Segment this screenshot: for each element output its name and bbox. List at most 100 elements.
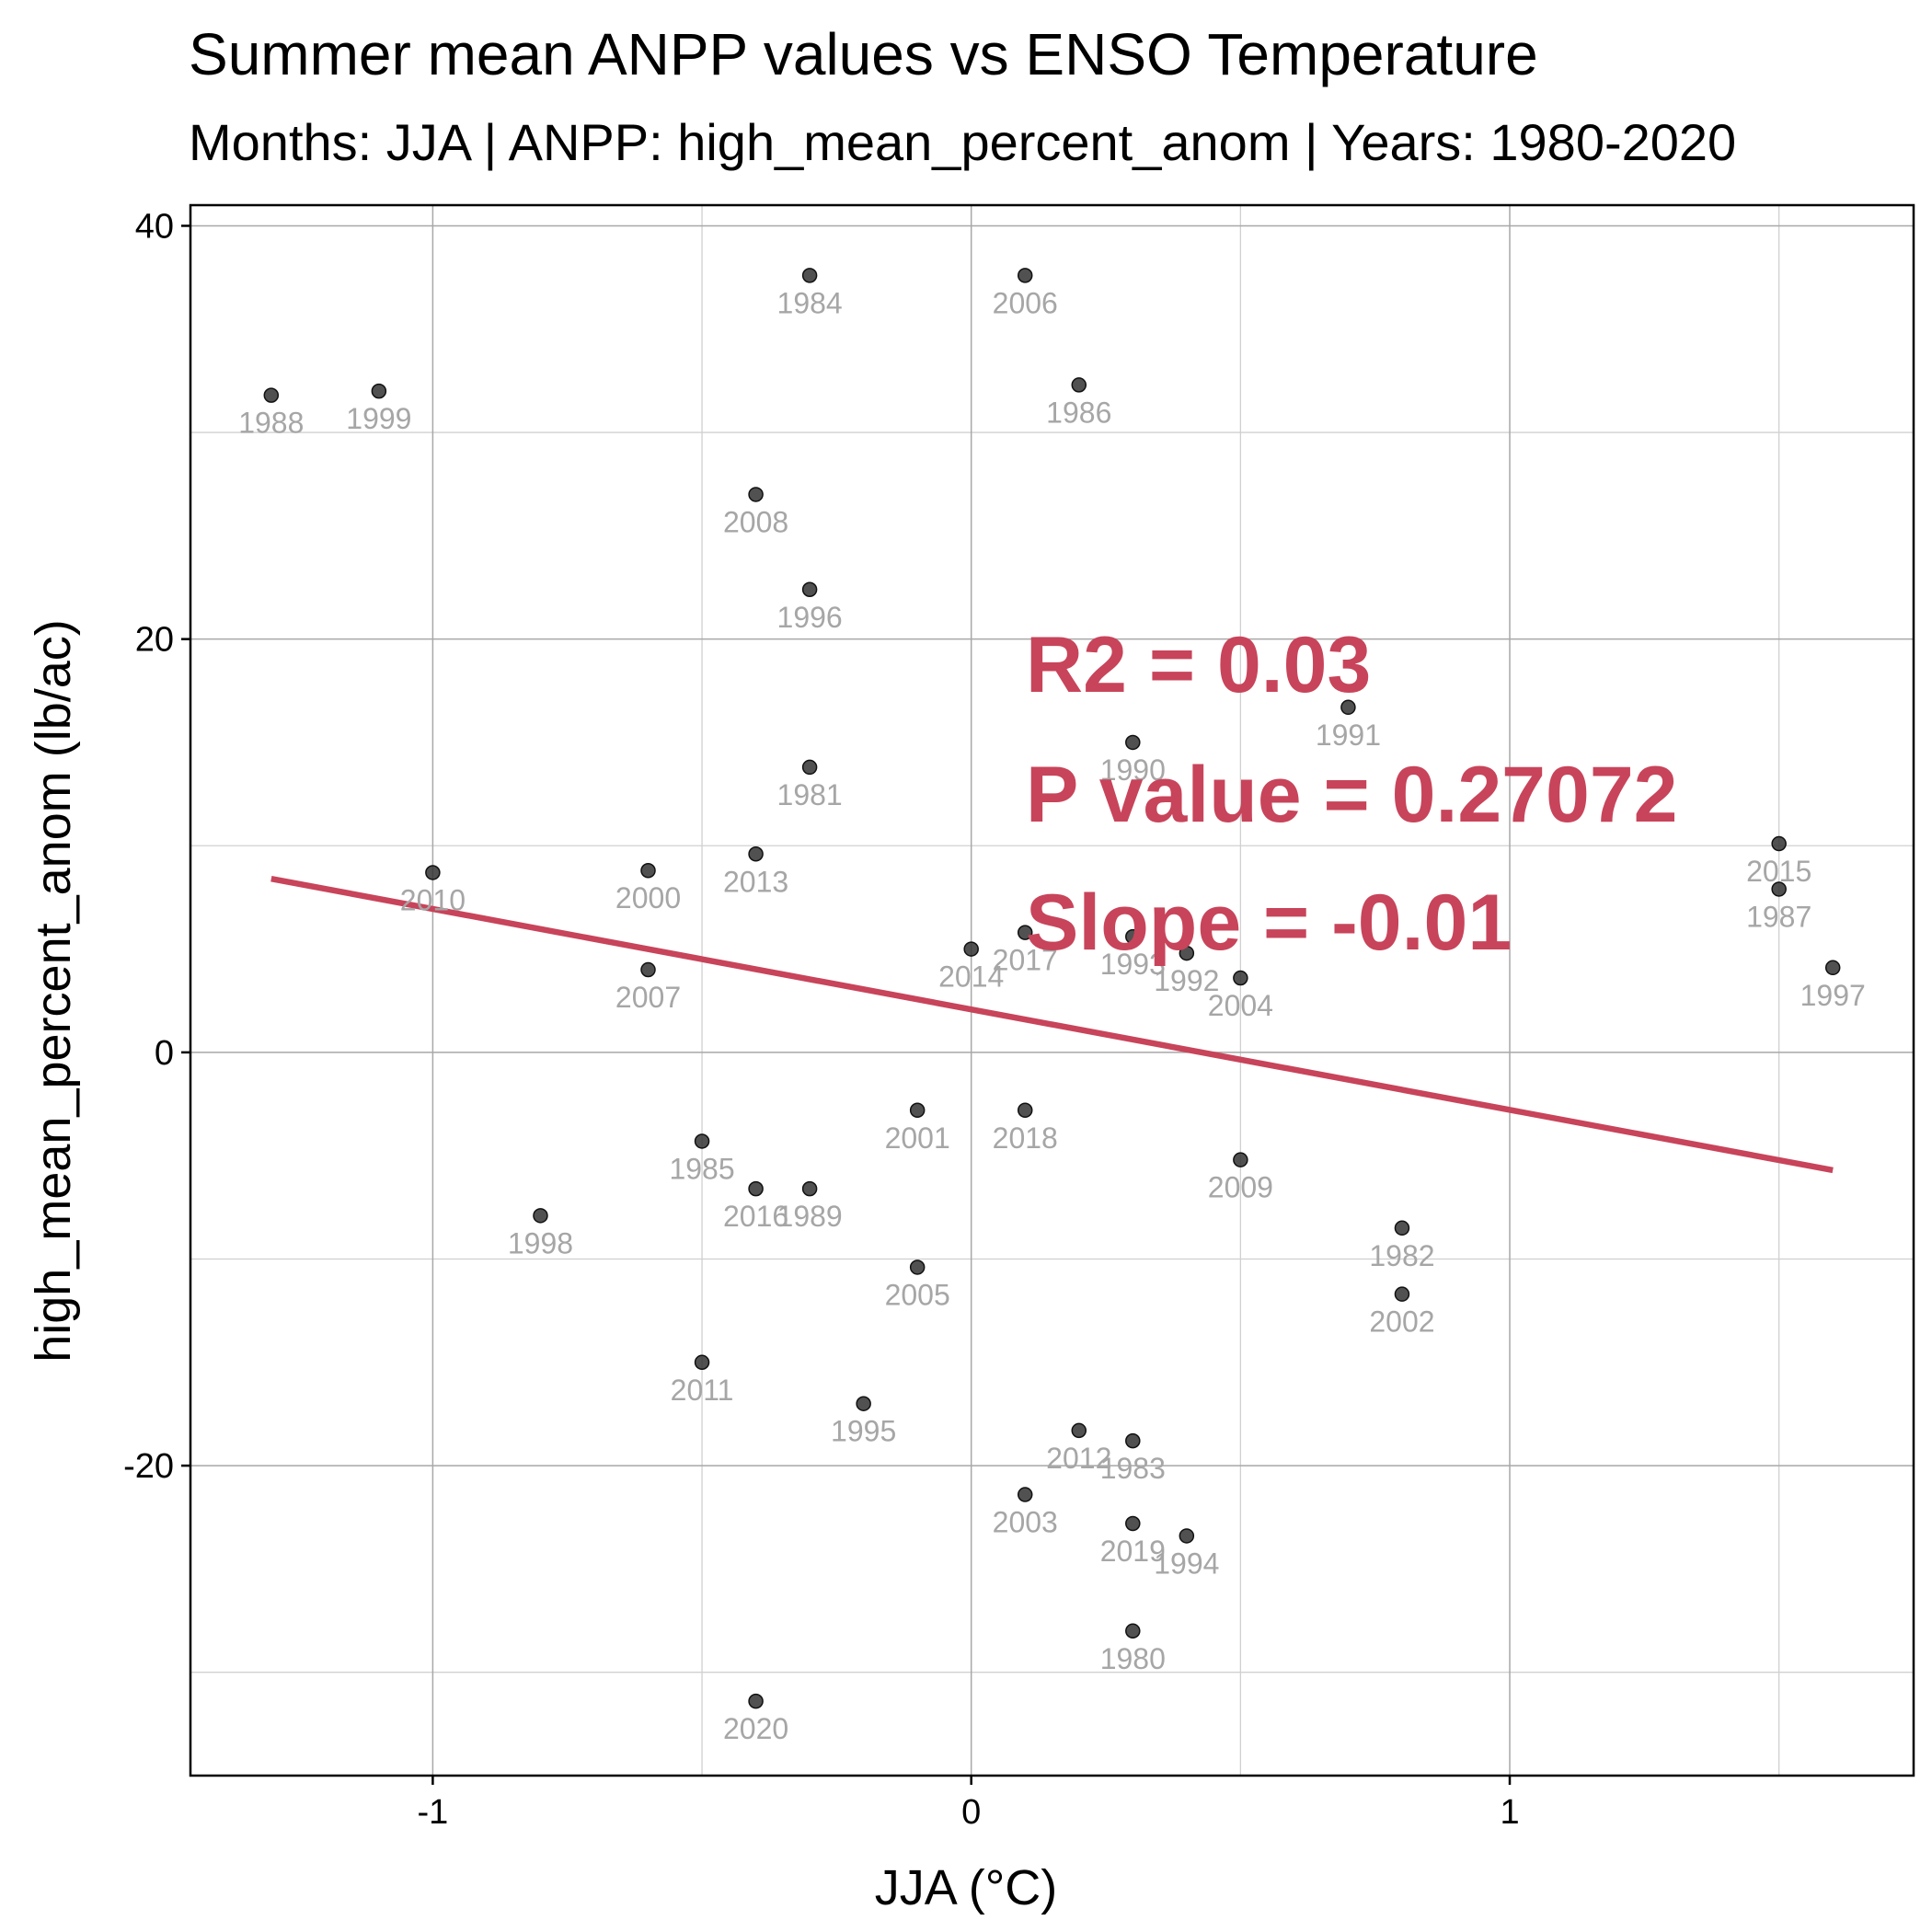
data-point — [748, 1693, 764, 1709]
data-point — [1071, 1422, 1087, 1439]
stat-annotation: P value = 0.27072 — [1026, 751, 1678, 839]
point-label: 1980 — [1100, 1642, 1166, 1675]
point-label: 1995 — [831, 1415, 896, 1448]
point-label: 2002 — [1369, 1305, 1434, 1339]
x-tick-label: 1 — [1500, 1793, 1519, 1832]
data-point — [1233, 970, 1248, 986]
data-point — [748, 1180, 764, 1197]
data-point — [425, 865, 441, 880]
y-tick-label: -20 — [123, 1447, 174, 1486]
data-point — [1125, 1623, 1141, 1639]
data-point — [533, 1208, 548, 1224]
point-label: 2015 — [1746, 855, 1811, 888]
point-label: 2013 — [723, 865, 788, 898]
data-point — [963, 941, 979, 957]
point-label: 1985 — [669, 1152, 734, 1185]
data-point — [1017, 925, 1033, 940]
point-label: 1997 — [1800, 979, 1866, 1012]
point-label: 1986 — [1046, 396, 1111, 429]
data-point — [1071, 377, 1087, 393]
point-label: 1983 — [1100, 1452, 1166, 1485]
data-point — [640, 862, 656, 879]
point-label: 2020 — [723, 1712, 788, 1745]
data-point — [801, 581, 818, 598]
data-point — [1771, 881, 1787, 897]
point-label: 2007 — [615, 981, 681, 1014]
stat-annotation: Slope = -0.01 — [1026, 879, 1512, 967]
point-label: 1982 — [1369, 1239, 1434, 1272]
data-point — [801, 268, 818, 283]
data-point — [694, 1354, 710, 1371]
data-point — [1125, 1432, 1141, 1449]
data-point — [694, 1133, 710, 1149]
point-label: 1981 — [777, 778, 843, 811]
data-point — [748, 487, 764, 502]
point-label: 2000 — [615, 881, 681, 914]
point-label: 1989 — [777, 1200, 843, 1233]
point-label: 2010 — [400, 883, 466, 916]
point-label: 2003 — [993, 1506, 1058, 1539]
data-point — [1824, 960, 1841, 976]
point-label: 1992 — [1154, 964, 1219, 997]
regression-line — [270, 876, 1834, 1174]
point-label: 2016 — [723, 1200, 788, 1233]
data-point — [856, 1396, 871, 1411]
data-point — [1017, 268, 1033, 283]
point-label: 1994 — [1154, 1547, 1219, 1580]
regression-line-group — [270, 876, 1834, 1174]
point-label: 2012 — [1046, 1442, 1111, 1475]
point-label: 2004 — [1208, 989, 1273, 1022]
y-tick-label: 0 — [155, 1034, 174, 1073]
data-point — [801, 1180, 818, 1197]
y-tick-label: 20 — [135, 621, 174, 660]
point-label: 1987 — [1746, 900, 1811, 933]
data-point — [1179, 945, 1195, 961]
x-axis-label: JJA (°C) — [875, 1860, 1058, 1915]
data-point — [801, 759, 818, 776]
grid-lines — [190, 205, 1914, 1776]
data-point — [1771, 835, 1787, 852]
data-point — [1394, 1220, 1410, 1236]
data-point — [1340, 699, 1356, 716]
data-point — [1125, 1515, 1141, 1532]
point-label: 1984 — [777, 286, 843, 319]
data-point — [1394, 1286, 1410, 1302]
point-label: 2009 — [1208, 1171, 1273, 1204]
plot-frame — [189, 203, 1915, 1777]
point-label: 1988 — [238, 407, 304, 440]
chart-subtitle: Months: JJA | ANPP: high_mean_percent_an… — [189, 113, 1737, 171]
data-point — [1125, 928, 1141, 945]
point-label: 2005 — [885, 1278, 950, 1311]
data-point — [748, 846, 764, 862]
point-label: 2014 — [938, 960, 1004, 994]
point-label: 2008 — [723, 505, 788, 538]
point-label: 1998 — [508, 1226, 573, 1259]
point-label: 2011 — [671, 1374, 734, 1407]
x-tick-label: -1 — [417, 1793, 448, 1832]
point-label: 1996 — [777, 601, 843, 634]
data-point — [909, 1259, 926, 1275]
point-label: 2001 — [885, 1121, 950, 1155]
stat-annotation: R2 = 0.03 — [1026, 621, 1371, 709]
y-axis-label: high_mean_percent_anom (lb/ac) — [26, 619, 81, 1363]
point-labels: 1980 1981 1982 1983 1984 1985 1986 1987 1988 1989… — [238, 286, 1866, 1745]
data-point — [1233, 1152, 1248, 1167]
y-tick-label: 40 — [135, 207, 174, 246]
point-label: 1991 — [1316, 719, 1381, 752]
data-point — [909, 1102, 926, 1119]
data-point — [263, 387, 280, 403]
point-label: 1990 — [1100, 753, 1166, 787]
data-point — [1017, 1487, 1033, 1502]
data-point — [1017, 1102, 1033, 1119]
axes: -1 0 1 -20 0 20 40 — [123, 203, 1915, 1832]
point-label: 1999 — [346, 402, 411, 435]
data-points — [263, 268, 1841, 1709]
chart-title: Summer mean ANPP values vs ENSO Temperat… — [189, 21, 1538, 87]
point-label: 2006 — [993, 286, 1058, 319]
data-point — [1125, 734, 1141, 751]
x-tick-label: 0 — [961, 1793, 981, 1832]
data-point — [640, 961, 656, 978]
stat-annotations: R2 = 0.03 P value = 0.27072 Slope = -0.01 — [1026, 621, 1678, 967]
point-label: 2017 — [993, 944, 1058, 977]
